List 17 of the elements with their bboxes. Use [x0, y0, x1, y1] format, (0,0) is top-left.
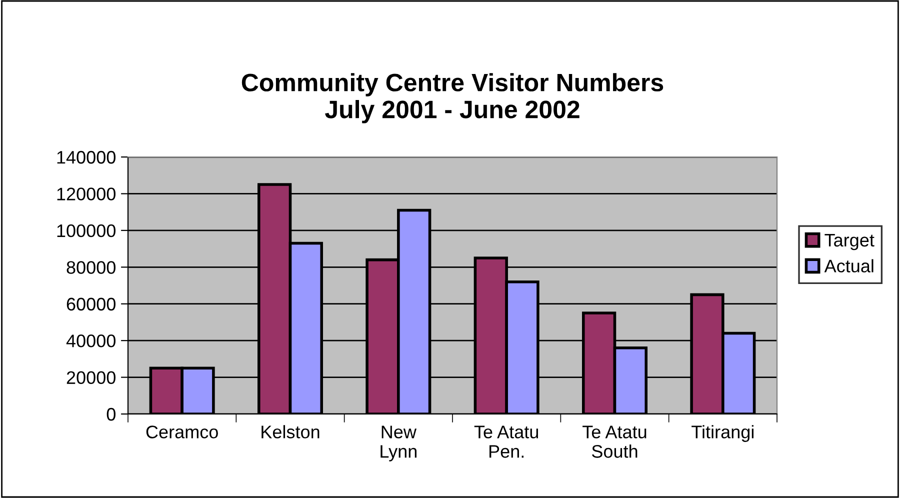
legend-label: Target	[824, 234, 874, 250]
legend-label: Actual	[824, 259, 874, 272]
x-tick-label: New Lynn	[380, 426, 417, 462]
chart-title: Community Centre Visitor Numbers July 2001 - June 2002	[242, 73, 664, 124]
y-tick-label: 40000	[66, 334, 116, 348]
x-tick-label: Ceramco	[146, 426, 218, 438]
x-tick-label: Kelston	[262, 425, 320, 438]
x-tick-label: Te Atatu South	[582, 426, 646, 458]
y-tick-label: 120000	[57, 188, 116, 200]
y-tick-label: 20000	[66, 371, 116, 384]
x-tick-label: Titirangi	[692, 425, 754, 442]
y-tick-label: 60000	[66, 298, 116, 311]
x-tick-label: Te Atatu Pen.	[474, 426, 538, 458]
y-tick-label: 100000	[57, 224, 116, 238]
y-tick-label: 80000	[66, 261, 116, 274]
y-tick-label: 0	[106, 408, 116, 421]
y-tick-label: 140000	[57, 150, 116, 164]
